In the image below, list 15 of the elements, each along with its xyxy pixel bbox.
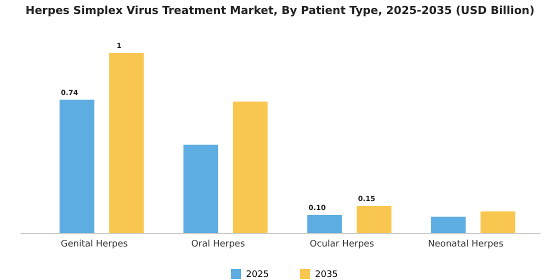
legend-label: 2025 bbox=[246, 270, 269, 280]
chart-title: Herpes Simplex Virus Treatment Market, By Patient Type, 2025-2035 (USD Billion) bbox=[26, 4, 534, 17]
bar bbox=[307, 215, 342, 233]
bar bbox=[232, 102, 268, 233]
bar bbox=[60, 100, 94, 233]
bar bbox=[109, 53, 144, 233]
x-tick-label: Genital Herpes bbox=[60, 240, 128, 250]
bar bbox=[183, 144, 218, 233]
bar bbox=[431, 216, 466, 233]
bar bbox=[480, 211, 516, 233]
bar bbox=[356, 206, 392, 233]
legend-label: 2035 bbox=[315, 270, 338, 280]
x-tick-label: Neonatal Herpes bbox=[428, 240, 504, 250]
x-tick-label: Ocular Herpes bbox=[310, 240, 374, 250]
x-tick-label: Oral Herpes bbox=[191, 240, 246, 250]
